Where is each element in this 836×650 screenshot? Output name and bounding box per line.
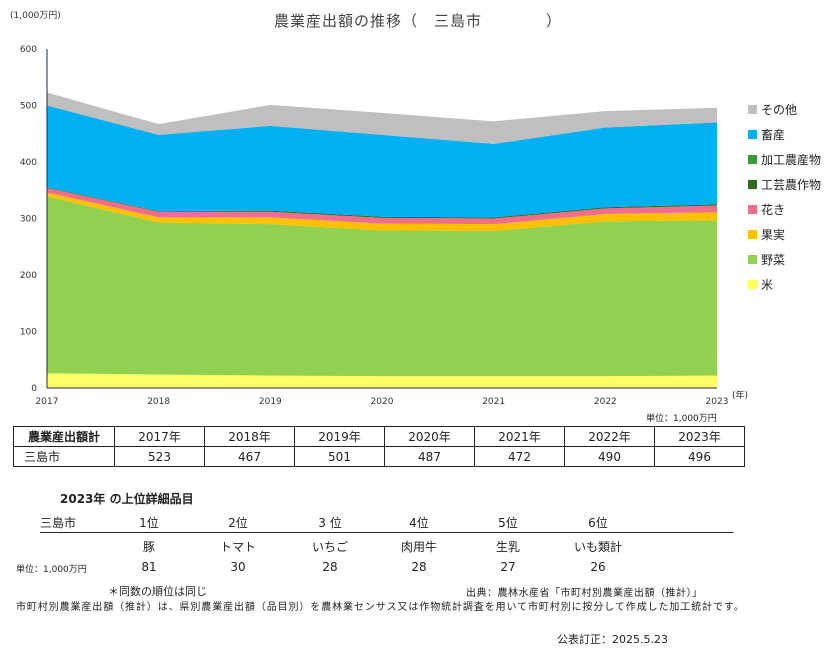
totals-value: 487 — [384, 446, 475, 467]
rank-value: 28 — [411, 560, 427, 574]
y-tick-label: 0 — [31, 384, 37, 394]
totals-year: 2018年 — [204, 426, 295, 447]
area-series-畜産 — [47, 105, 717, 218]
revision-date: 公表訂正：2025.5.23 — [557, 633, 668, 646]
rank-header: 4位 — [409, 516, 429, 530]
rank-value: 81 — [141, 560, 157, 574]
legend-label: 野菜 — [761, 253, 786, 267]
x-tick-label: 2021 — [482, 397, 505, 407]
y-tick-label: 300 — [20, 215, 37, 225]
legend-label: 畜産 — [761, 128, 786, 142]
rank-header: 1位 — [139, 516, 159, 530]
legend-label: 米 — [761, 278, 774, 292]
legend-item: 加工農産物 — [748, 147, 821, 172]
area-series-花き — [47, 187, 717, 225]
rank-header: 2位 — [228, 516, 248, 530]
legend-item: 果実 — [748, 222, 821, 247]
x-tick-label: 2017 — [36, 397, 59, 407]
legend-label: 花き — [761, 203, 786, 217]
legend-item: 野菜 — [748, 247, 821, 272]
chart-title: 農業産出額の推移（ 三島市 ） — [273, 12, 562, 30]
rank-item: 肉用牛 — [400, 540, 437, 554]
legend-label: その他 — [761, 103, 798, 117]
description-text: 市町村別農業産出額（推計）は、県別農業産出額（品目別）を農林業センサス又は作物統… — [16, 602, 745, 613]
rank-item: いちご — [311, 540, 348, 554]
y-axis-unit: (1,000万円) — [10, 11, 61, 21]
chart-unit-note: 単位：1,000万円 — [646, 414, 717, 424]
chart-legend: その他 畜産 加工農産物 工芸農作物 花き 果実 野菜 米 — [748, 97, 821, 297]
x-tick-label: 2023 — [706, 397, 729, 407]
legend-label: 工芸農作物 — [761, 178, 822, 192]
legend-swatch — [748, 155, 757, 164]
rank-value: 28 — [322, 560, 338, 574]
x-axis-unit: (年) — [732, 391, 749, 401]
ranking-divider — [40, 532, 733, 533]
totals-row-name: 三島市 — [13, 446, 115, 467]
rank-value: 26 — [590, 560, 606, 574]
totals-year: 2023年 — [654, 426, 745, 447]
rank-item: 生乳 — [495, 540, 520, 554]
totals-value: 490 — [564, 446, 655, 467]
ranking-unit-note: 単位：1,000万円 — [16, 565, 87, 575]
x-tick-label: 2018 — [147, 397, 170, 407]
totals-data-row: 三島市 523 467 501 487 472 490 496 — [13, 446, 745, 467]
rank-item: 豚 — [142, 540, 155, 554]
totals-value: 472 — [474, 446, 565, 467]
ranking-title: 2023年 の上位詳細品目 — [60, 492, 194, 506]
x-tick-label: 2020 — [371, 397, 394, 407]
source-note: 出典：農林水産省「市町村別農業産出額（推計）」 — [466, 588, 703, 599]
legend-label: 加工農産物 — [761, 153, 822, 167]
legend-swatch — [748, 105, 757, 114]
totals-value: 501 — [294, 446, 385, 467]
rank-header: 3 位 — [318, 516, 342, 530]
totals-value: 496 — [654, 446, 745, 467]
legend-swatch — [748, 180, 757, 189]
totals-year: 2021年 — [474, 426, 565, 447]
legend-item: その他 — [748, 97, 821, 122]
totals-value: 523 — [114, 446, 205, 467]
y-tick-label: 600 — [20, 45, 37, 55]
rank-item: いも類計 — [573, 540, 622, 554]
totals-year: 2017年 — [114, 426, 205, 447]
x-tick-label: 2019 — [259, 397, 282, 407]
rank-value: 30 — [230, 560, 246, 574]
legend-swatch — [748, 280, 757, 289]
x-tick-label: 2022 — [594, 397, 617, 407]
legend-swatch — [748, 130, 757, 139]
same-rank-note: ＊同数の順位は同じ — [108, 585, 207, 598]
area-series-果実 — [47, 192, 717, 231]
legend-item: 花き — [748, 197, 821, 222]
legend-item: 米 — [748, 272, 821, 297]
ranking-city: 三島市 — [40, 516, 77, 530]
totals-header-label: 農業産出額計 — [13, 426, 115, 447]
legend-item: 畜産 — [748, 122, 821, 147]
legend-swatch — [748, 255, 757, 264]
y-tick-label: 500 — [20, 102, 37, 112]
area-chart: 0 100 200 300 400 500 600 2017 2018 2019 2020 2021 2… — [20, 45, 729, 407]
legend-item: 工芸農作物 — [748, 172, 821, 197]
totals-year: 2020年 — [384, 426, 475, 447]
totals-value: 467 — [204, 446, 295, 467]
totals-table: 農業産出額計 2017年 2018年 2019年 2020年 2021年 202… — [13, 426, 745, 467]
rank-header: 5位 — [498, 516, 518, 530]
totals-year: 2019年 — [294, 426, 385, 447]
rank-header: 6位 — [588, 516, 608, 530]
area-series-その他 — [47, 92, 717, 144]
y-tick-label: 200 — [20, 271, 37, 281]
y-tick-label: 400 — [20, 158, 37, 168]
totals-year: 2022年 — [564, 426, 655, 447]
totals-header-row: 農業産出額計 2017年 2018年 2019年 2020年 2021年 202… — [13, 426, 745, 447]
area-series-米 — [47, 373, 717, 388]
rank-value: 27 — [500, 560, 516, 574]
area-series-野菜 — [47, 196, 717, 377]
legend-label: 果実 — [761, 228, 786, 242]
legend-swatch — [748, 230, 757, 239]
y-tick-label: 100 — [20, 328, 37, 338]
legend-swatch — [748, 205, 757, 214]
rank-item: トマト — [219, 540, 256, 554]
